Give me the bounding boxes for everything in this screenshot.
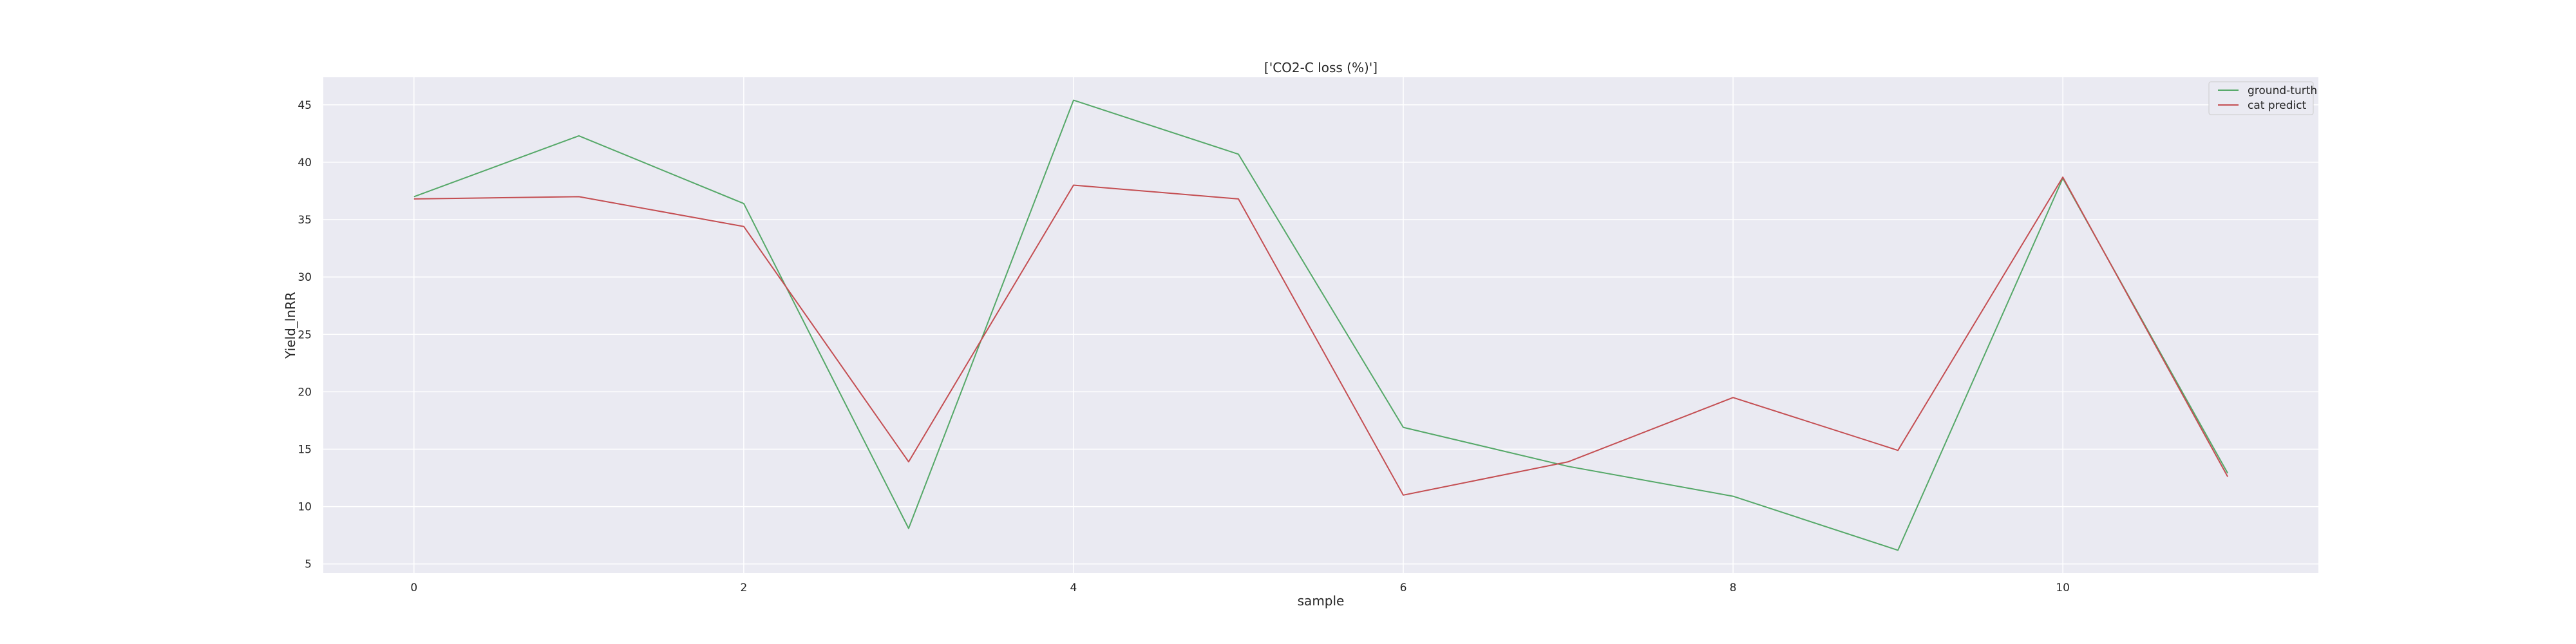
plot-background: [323, 77, 2318, 573]
x-tick-label: 2: [740, 582, 747, 594]
x-tick-label: 6: [1400, 582, 1407, 594]
series-line-ground-turth: [413, 99, 2229, 551]
x-axis-label: sample: [1298, 593, 1345, 609]
gridlines: [323, 77, 2318, 573]
y-tick-label: 45: [298, 99, 312, 112]
y-tick-label: 35: [298, 214, 312, 227]
y-tick-label: 25: [298, 328, 312, 341]
y-tick-label: 15: [298, 444, 312, 457]
x-tick-label: 4: [1070, 582, 1077, 594]
legend-label-cat-predict: cat predict: [2248, 99, 2307, 112]
legend-label-ground-turth: ground-turth: [2248, 84, 2317, 97]
y-tick-label: 5: [305, 558, 312, 571]
x-tick-label: 0: [410, 582, 417, 594]
axis-ticks: 5 10 15 20 25 30 35 40 45 0 2 4 6 8 10: [298, 99, 2070, 594]
legend: ground-turth cat predict: [2208, 81, 2317, 115]
y-tick-label: 30: [298, 271, 312, 284]
y-axis-label: Yield_lnRR: [283, 292, 298, 359]
series-line-cat-predict: [413, 176, 2229, 496]
series-lines: [413, 99, 2229, 551]
y-tick-label: 40: [298, 156, 312, 169]
x-tick-label: 10: [2056, 582, 2070, 594]
y-tick-label: 20: [298, 386, 312, 399]
y-tick-label: 10: [298, 501, 312, 514]
x-tick-label: 8: [1730, 582, 1737, 594]
chart-title: ['CO2-C loss (%)']: [1264, 60, 1378, 75]
